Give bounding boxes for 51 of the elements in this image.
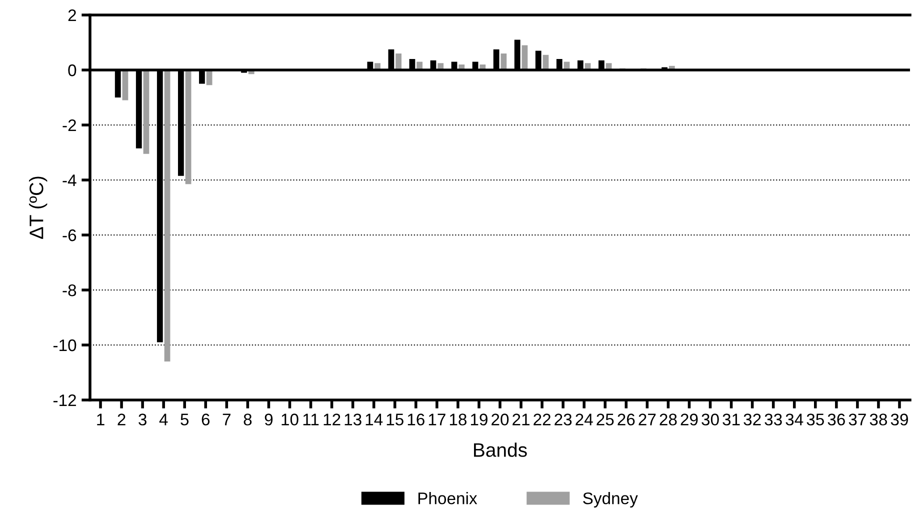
y-tick-label: 0 (68, 64, 76, 76)
x-axis-title: Bands (474, 442, 527, 457)
x-tick-label: 21 (512, 414, 530, 426)
x-tick-label: 2 (118, 414, 126, 426)
y-tick-label: -8 (62, 284, 76, 296)
x-tick-label: 33 (764, 414, 782, 426)
x-tick-label: 36 (828, 414, 845, 426)
x-tick-label: 29 (680, 414, 698, 426)
y-tick-label: -2 (62, 119, 76, 132)
x-tick-label: 37 (848, 414, 866, 426)
x-tick-label: 3 (138, 414, 146, 426)
y-tick-label: -10 (53, 339, 76, 352)
x-tick-label: 10 (282, 414, 298, 426)
x-tick-label: 30 (702, 414, 719, 426)
x-tick-label: 39 (890, 414, 908, 426)
x-tick-label: 5 (180, 414, 189, 426)
x-tick-label: 27 (638, 414, 656, 426)
x-tick-label: 8 (244, 414, 252, 426)
x-tick-label: 19 (470, 414, 488, 426)
y-tick-label: -12 (53, 394, 76, 406)
x-tick-label: 23 (554, 414, 572, 426)
x-tick-label: 31 (722, 414, 740, 426)
x-tick-label: 22 (534, 414, 550, 426)
y-tick-label: -6 (62, 229, 76, 242)
x-tick-label: 14 (366, 414, 383, 426)
x-tick-label: 25 (596, 414, 614, 426)
x-tick-label: 6 (202, 414, 210, 426)
x-tick-label: 4 (159, 414, 168, 426)
x-tick-label: 1 (97, 414, 104, 426)
y-tick-label: -4 (62, 174, 76, 186)
x-tick-label: 16 (408, 414, 424, 426)
x-tick-label: 9 (264, 414, 273, 426)
legend-label: Phoenix (418, 492, 478, 504)
x-tick-label: 35 (806, 414, 824, 426)
y-axis-title: ΔT (ºC) (29, 176, 48, 239)
x-tick-label: 28 (660, 414, 677, 426)
x-tick-label: 18 (450, 414, 466, 426)
x-tick-label: 11 (303, 414, 319, 426)
x-tick-label: 20 (492, 414, 509, 426)
y-tick-label: 2 (68, 9, 76, 22)
x-tick-label: 15 (386, 414, 404, 426)
x-tick-label: 12 (324, 414, 340, 426)
x-tick-label: 24 (576, 414, 593, 426)
x-tick-label: 17 (428, 414, 446, 426)
x-tick-label: 13 (344, 414, 362, 426)
x-tick-label: 38 (870, 414, 888, 426)
x-tick-label: 7 (222, 414, 230, 426)
x-tick-label: 34 (786, 414, 804, 426)
x-tick-label: 32 (744, 414, 761, 426)
x-tick-label: 26 (618, 414, 635, 426)
legend-label: Sydney (583, 492, 638, 508)
